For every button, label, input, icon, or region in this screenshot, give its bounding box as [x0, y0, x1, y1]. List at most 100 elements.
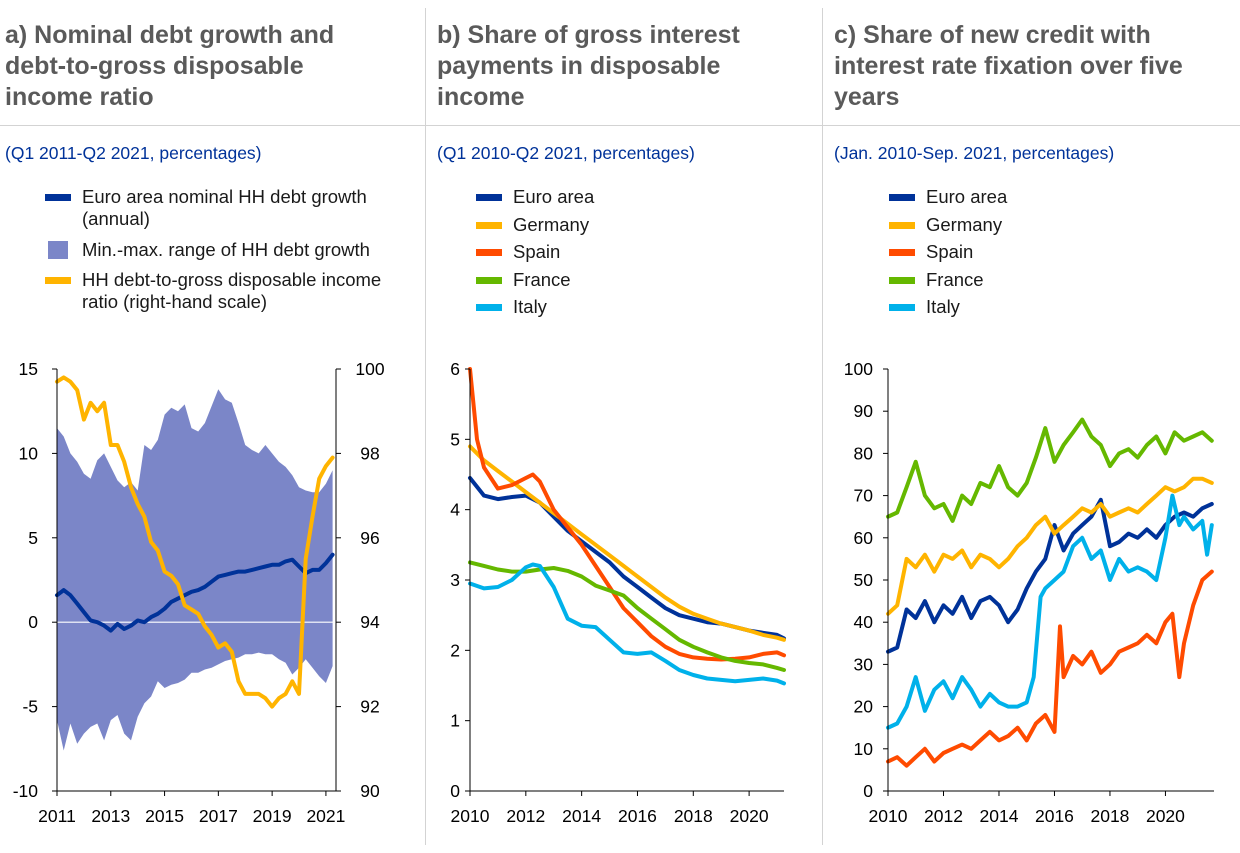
y-tick-label: -5 — [22, 697, 38, 717]
y-right-tick-label: 92 — [360, 697, 379, 717]
range-band-area — [57, 389, 333, 751]
title-rule-b — [426, 125, 822, 126]
panel-b-subtitle: (Q1 2010-Q2 2021, percentages) — [437, 143, 695, 163]
x-tick-label: 2014 — [562, 806, 601, 826]
series-line-italy — [468, 562, 786, 686]
y-tick-label: 2 — [450, 640, 460, 660]
x-tick-label: 2012 — [506, 806, 545, 826]
y-tick-label: 6 — [450, 359, 460, 379]
panel-divider-1 — [425, 8, 426, 845]
title-rule-a — [0, 125, 425, 126]
legend-label: Spain — [926, 241, 974, 262]
x-tick-label: 2019 — [253, 806, 292, 826]
series-line-germany — [468, 444, 786, 642]
series-line-hh-debt-to-gross-disposable-income-ratio-right-hand-scale — [55, 375, 335, 709]
y-right-tick-label: 94 — [360, 612, 380, 632]
y-tick-label: 100 — [844, 359, 873, 379]
y-tick-label: 5 — [450, 429, 460, 449]
legend-swatch-range — [48, 241, 68, 259]
series-line-spain — [886, 569, 1214, 768]
y-tick-label: 50 — [854, 570, 874, 590]
legend-label: Euro area nominal HH debt growth (annual… — [82, 186, 367, 229]
x-tick-label: 2010 — [451, 806, 490, 826]
legend-swatch-germany — [889, 221, 915, 229]
y-tick-label: 30 — [854, 654, 874, 674]
panel-a-title: a) Nominal debt growth and debt-to-gross… — [5, 21, 335, 111]
y-right-tick-label: 96 — [360, 528, 379, 548]
legend-swatch-debt-ratio — [45, 277, 71, 284]
y-tick-label: 1 — [450, 711, 460, 731]
series-line-spain — [468, 367, 786, 662]
y-tick-label: 10 — [19, 443, 39, 463]
legend-label: France — [926, 268, 984, 290]
x-tick-label: 2016 — [1035, 806, 1074, 826]
y-tick-label: 20 — [854, 697, 874, 717]
panel-a-subtitle: (Q1 2011-Q2 2021, percentages) — [5, 143, 262, 163]
x-tick-label: 2020 — [1146, 806, 1185, 826]
y-tick-label: 0 — [450, 781, 460, 801]
legend-swatch-italy — [476, 304, 502, 311]
x-tick-label: 2012 — [924, 806, 963, 826]
panel-c-title: c) Share of new credit with interest rat… — [834, 21, 1183, 111]
series-line-italy — [886, 493, 1214, 730]
legend-swatch-france — [889, 276, 915, 284]
legend-swatch-spain — [476, 249, 502, 256]
legend-swatch-euro-area — [889, 194, 915, 201]
panel-c: c) Share of new credit with interest rat… — [829, 0, 1240, 853]
legend-swatch-italy — [889, 304, 915, 311]
legend-label: Italy — [926, 296, 960, 317]
legend-label: Spain — [513, 241, 561, 262]
title-rule-c — [823, 125, 1240, 126]
y-right-tick-label: 98 — [360, 443, 379, 463]
y-tick-label: 15 — [19, 359, 38, 379]
panel-b-title: b) Share of gross interest payments in d… — [437, 21, 740, 111]
panel-a: a) Nominal debt growth and debt-to-gross… — [0, 0, 425, 853]
series-line-germany — [886, 476, 1214, 616]
y-tick-label: 5 — [28, 528, 38, 548]
x-tick-label: 2013 — [91, 806, 130, 826]
y-right-tick-label: 100 — [355, 359, 384, 379]
y-right-tick-label: 90 — [360, 781, 380, 801]
legend-swatch-euro-area — [45, 194, 71, 201]
x-tick-label: 2020 — [730, 806, 769, 826]
legend-label: Italy — [513, 296, 547, 317]
y-tick-label: 60 — [854, 528, 874, 548]
series-line-euro-area — [886, 497, 1214, 654]
legend-label: Euro area — [513, 186, 595, 207]
x-tick-label: 2010 — [869, 806, 908, 826]
x-tick-label: 2011 — [38, 806, 76, 826]
x-tick-label: 2015 — [145, 806, 184, 826]
legend-label: HH debt-to-gross disposable income ratio… — [82, 269, 382, 312]
x-tick-label: 2018 — [1090, 806, 1129, 826]
y-tick-label: -10 — [13, 781, 39, 801]
legend-swatch-spain — [889, 249, 915, 256]
x-tick-label: 2014 — [980, 806, 1019, 826]
y-tick-label: 0 — [863, 781, 873, 801]
y-tick-label: 40 — [854, 612, 874, 632]
panel-c-subtitle: (Jan. 2010-Sep. 2021, percentages) — [834, 143, 1115, 163]
legend-label: Min.-max. range of HH debt growth — [82, 239, 370, 260]
series-line-france — [886, 417, 1214, 523]
y-tick-label: 0 — [28, 612, 38, 632]
panel-divider-2 — [822, 8, 823, 845]
y-tick-label: 3 — [450, 570, 460, 590]
x-tick-label: 2016 — [618, 806, 657, 826]
legend-swatch-euro-area — [476, 194, 502, 201]
x-tick-label: 2021 — [306, 806, 345, 826]
y-tick-label: 90 — [854, 401, 874, 421]
x-tick-label: 2017 — [199, 806, 238, 826]
legend-swatch-germany — [476, 221, 502, 229]
y-tick-label: 10 — [854, 739, 874, 759]
x-tick-label: 2018 — [674, 806, 713, 826]
series-line-euro-area-nominal-hh-debt-growth-annual — [55, 552, 335, 633]
y-tick-label: 4 — [450, 500, 460, 520]
legend-swatch-france — [476, 276, 502, 284]
legend-label: France — [513, 268, 571, 290]
legend-label: Germany — [513, 213, 590, 235]
legend-label: Germany — [926, 213, 1003, 235]
legend-label: Euro area — [926, 186, 1008, 207]
y-tick-label: 70 — [854, 486, 874, 506]
panel-b: b) Share of gross interest payments in d… — [432, 0, 822, 853]
y-tick-label: 80 — [854, 443, 874, 463]
